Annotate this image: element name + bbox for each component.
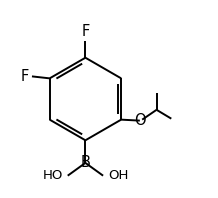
Text: O: O bbox=[134, 113, 146, 128]
Text: B: B bbox=[80, 155, 90, 170]
Text: HO: HO bbox=[43, 169, 63, 182]
Text: OH: OH bbox=[108, 169, 128, 182]
Text: F: F bbox=[81, 24, 90, 39]
Text: F: F bbox=[21, 69, 29, 84]
